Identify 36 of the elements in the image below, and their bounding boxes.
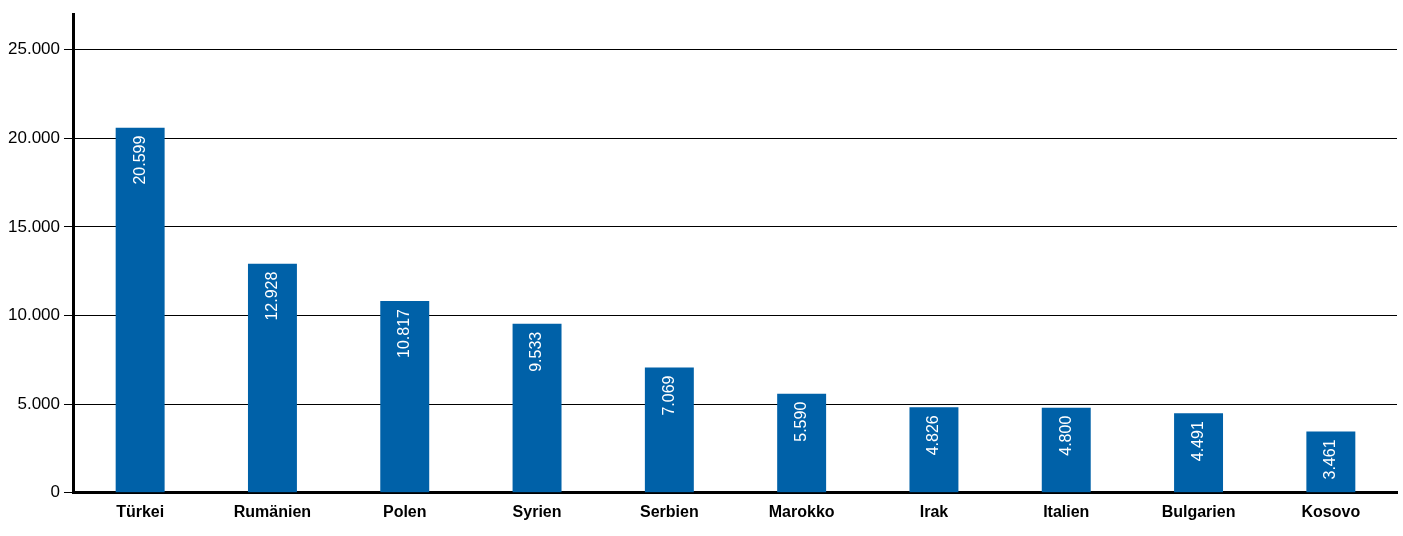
x-tick-label: Türkei — [116, 502, 165, 520]
x-tick-label: Bulgarien — [1161, 502, 1236, 520]
bar — [909, 407, 959, 493]
y-tick-label: 15.000 — [8, 216, 60, 236]
bar — [644, 367, 694, 493]
y-tick-label: 0 — [50, 482, 60, 502]
data-label: 4.826 — [924, 415, 942, 456]
y-tick-label: 20.000 — [8, 127, 60, 147]
x-tick-label: Marokko — [768, 502, 835, 520]
data-label: 10.817 — [395, 308, 413, 358]
data-label: 4.800 — [1056, 415, 1074, 456]
bar — [777, 393, 827, 493]
data-label: 5.590 — [792, 401, 810, 442]
data-label: 12.928 — [262, 271, 280, 321]
bar — [380, 301, 430, 493]
x-tick-label: Irak — [919, 502, 949, 520]
bar — [512, 323, 562, 493]
x-tick-label: Italien — [1043, 502, 1090, 520]
bar — [1306, 431, 1356, 493]
x-tick-label: Kosovo — [1301, 502, 1361, 520]
bar — [247, 263, 297, 493]
y-tick-label: 5.000 — [17, 393, 60, 413]
data-label: 20.599 — [130, 135, 148, 185]
bar — [1041, 407, 1091, 493]
y-tick-label: 10.000 — [8, 305, 60, 325]
data-label: 9.533 — [527, 331, 545, 372]
bar — [115, 127, 165, 493]
data-label: 7.069 — [659, 375, 677, 416]
x-tick-label: Serbien — [640, 502, 699, 520]
x-tick-label: Syrien — [512, 502, 562, 520]
data-label: 4.491 — [1188, 421, 1206, 462]
x-tick-label: Polen — [382, 502, 427, 520]
data-label: 3.461 — [1321, 439, 1339, 480]
x-tick-label: Rumänien — [233, 502, 312, 520]
y-tick-label: 25.000 — [8, 39, 60, 59]
bar — [1174, 413, 1224, 493]
